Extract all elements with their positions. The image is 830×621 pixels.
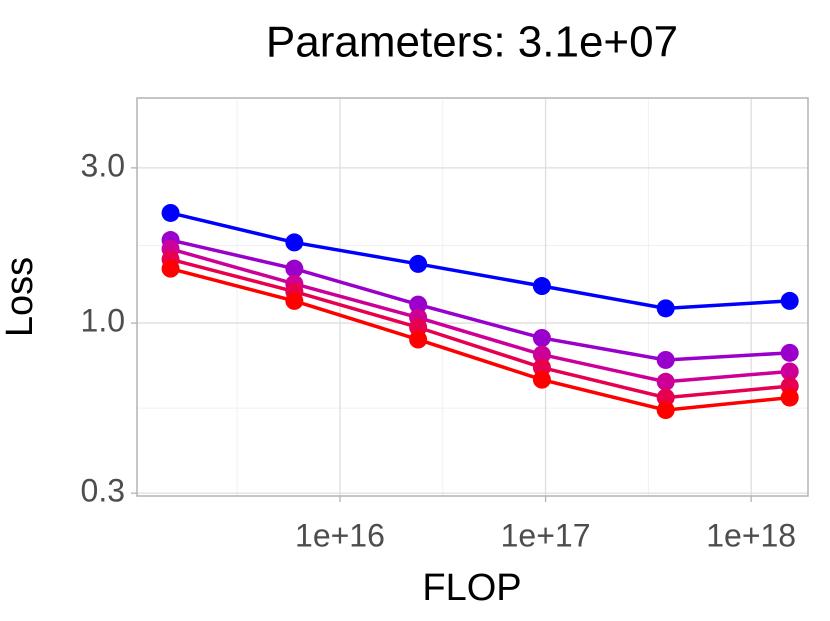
series-point [656,350,675,369]
series-point [656,388,675,407]
series-point [161,259,180,278]
series-point [780,388,799,407]
x-tick-label: 1e+17 [501,517,591,553]
series-point [285,233,304,252]
y-tick-label: 3.0 [81,147,125,183]
chart-title: Parameters: 3.1e+07 [266,18,678,67]
series-line [170,266,790,412]
series-point [532,370,551,389]
x-tick-label: 1e+18 [706,517,796,553]
series-point [532,277,551,296]
series-point [285,259,304,278]
x-axis-title: FLOP [422,567,521,609]
series-point [780,343,799,362]
panel-border [136,97,809,497]
series-line [170,238,790,362]
series-line [170,247,790,384]
series-point [409,254,428,273]
y-tick-label: 0.3 [81,473,125,509]
series-point [532,328,551,347]
series-point [409,330,428,349]
series-point [285,291,304,310]
series-point [656,299,675,318]
series-line [170,257,790,400]
x-tick-label: 1e+16 [295,517,385,553]
series-point [656,372,675,391]
series-point [780,362,799,381]
series-point [656,401,675,420]
series-point [409,295,428,314]
y-tick-label: 1.0 [81,303,125,339]
series-point [780,291,799,310]
y-axis-title: Loss [0,257,41,337]
series-point [161,203,180,222]
series-point [532,345,551,364]
series-line [170,211,790,311]
